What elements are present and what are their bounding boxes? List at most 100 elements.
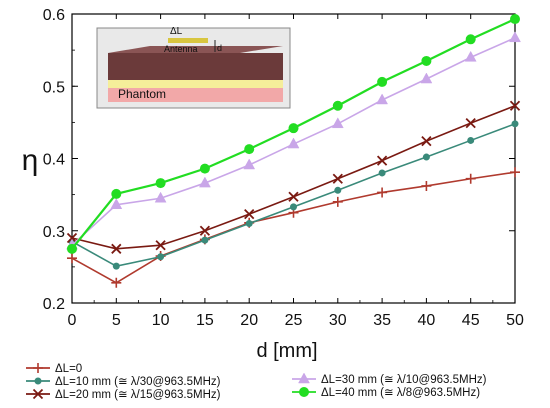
legend-item-1: ΔL=10 mm (≅ λ/30@963.5MHz) [26,376,221,388]
series-3-point-4 [243,158,256,170]
y-tick-label-3: 0.5 [43,79,65,96]
series-1-point-7 [378,169,386,177]
x-tick-label-8: 40 [418,312,436,329]
series-0-point-0 [67,253,77,264]
inset-label-deltaL: ΔL [170,26,183,37]
inset-illustration: ΔL Antenna d Phantom [96,26,291,109]
series-4-point-2 [155,178,166,189]
series-4-point-0 [67,243,77,254]
x-tick-label-7: 35 [373,312,391,329]
series-1-point-4 [245,220,253,228]
series-1 [68,120,519,270]
series-4-point-5 [288,123,299,134]
x-tick-label-2: 10 [152,312,170,329]
inset-ground-top [108,46,283,53]
legend-marker-4 [299,387,309,397]
inset-label-d: d [217,43,222,53]
x-tick-label-1: 5 [112,312,121,329]
series-3-point-5 [287,137,300,149]
series-0-point-9 [465,173,476,184]
x-tick-label-10: 50 [506,312,524,329]
series-2-point-4 [244,208,255,220]
series-3-point-10 [509,31,521,43]
x-tick-label-5: 25 [285,312,303,329]
series-1-point-1 [112,262,120,270]
series-4-point-1 [111,188,122,199]
series-0-point-10 [510,167,520,178]
inset-phantom-layer [108,88,283,102]
series-2 [66,100,521,254]
y-tick-label-4: 0.6 [43,7,65,24]
y-axis-label: η [22,144,39,177]
series-1-point-9 [467,136,475,144]
series-4-point-10 [510,14,520,25]
series-3-point-7 [376,93,389,105]
x-tick-label-6: 30 [329,312,347,329]
series-3-point-8 [420,72,433,84]
x-tick-label-9: 45 [462,312,480,329]
series-1-point-8 [422,153,430,161]
series-3-point-3 [198,176,211,188]
series-1-point-2 [157,253,165,261]
series-0-point-1 [111,277,122,288]
series-2-point-3 [199,225,211,236]
series-0 [67,167,520,288]
series-4-point-7 [377,76,388,87]
legend-label-1: ΔL=10 mm (≅ λ/30@963.5MHz) [55,376,221,388]
series-2-point-8 [421,136,432,147]
series-3-point-1 [110,198,123,209]
inset-label-antenna: Antenna [164,44,198,54]
inset-label-phantom: Phantom [118,87,166,101]
series-1-point-3 [201,236,209,244]
series-2-point-7 [376,155,388,166]
x-tick-label-4: 20 [240,312,258,329]
x-axis-label: d [mm] [256,340,317,362]
legend-marker-0 [33,363,43,373]
series-2-point-5 [288,191,299,202]
legend-item-2: ΔL=20 mm (≅ λ/15@963.5MHz) [26,388,221,401]
series-0-point-7 [377,187,388,198]
axes: 0 5 10 15 20 25 30 35 40 45 50 0.2 0.3 0.4 0.5 0.6 [43,7,524,329]
series-2-point-9 [465,117,476,129]
legend-label-4: ΔL=40 mm (≅ λ/8@963.5MHz) [321,387,480,399]
series-3 [66,31,521,250]
series-1-point-10 [511,120,519,128]
series-2-point-1 [111,243,122,254]
inset-antenna-strip [168,38,208,43]
x-tick-label-3: 15 [196,312,214,329]
series-layer [66,14,521,288]
series-3-point-6 [331,117,344,129]
series-4-point-8 [421,55,432,66]
series-4-point-6 [332,100,343,111]
legend-label-0: ΔL=0 [55,363,82,375]
series-2-point-0 [66,232,78,244]
legend-marker-1 [34,377,42,385]
inset-antenna-layer [108,80,283,88]
legend-item-0: ΔL=0 [26,363,82,375]
series-4-point-4 [244,144,255,155]
series-3-point-9 [464,50,477,62]
legend: ΔL=0ΔL=10 mm (≅ λ/30@963.5MHz)ΔL=20 mm (… [26,363,487,401]
series-4 [67,14,520,254]
series-4-point-9 [465,34,476,45]
legend-item-3: ΔL=30 mm (≅ λ/10@963.5MHz) [292,372,487,386]
series-1-point-6 [334,186,342,194]
y-tick-label-2: 0.4 [43,152,65,169]
inset-ground-front [108,53,283,80]
series-2-point-10 [509,100,521,111]
legend-label-3: ΔL=30 mm (≅ λ/10@963.5MHz) [321,374,487,386]
legend-label-2: ΔL=20 mm (≅ λ/15@963.5MHz) [55,389,221,401]
legend-marker-2 [32,388,44,400]
series-1-point-5 [290,203,297,211]
series-4-point-3 [199,163,210,174]
series-3-point-2 [154,191,167,203]
series-0-point-6 [332,196,343,207]
y-tick-label-1: 0.3 [43,224,65,241]
series-0-point-8 [421,180,432,191]
legend-marker-3 [298,372,310,384]
series-2-point-6 [332,173,343,184]
series-2-point-2 [155,240,166,251]
x-tick-label-0: 0 [68,312,77,329]
y-tick-label-0: 0.2 [43,296,65,313]
